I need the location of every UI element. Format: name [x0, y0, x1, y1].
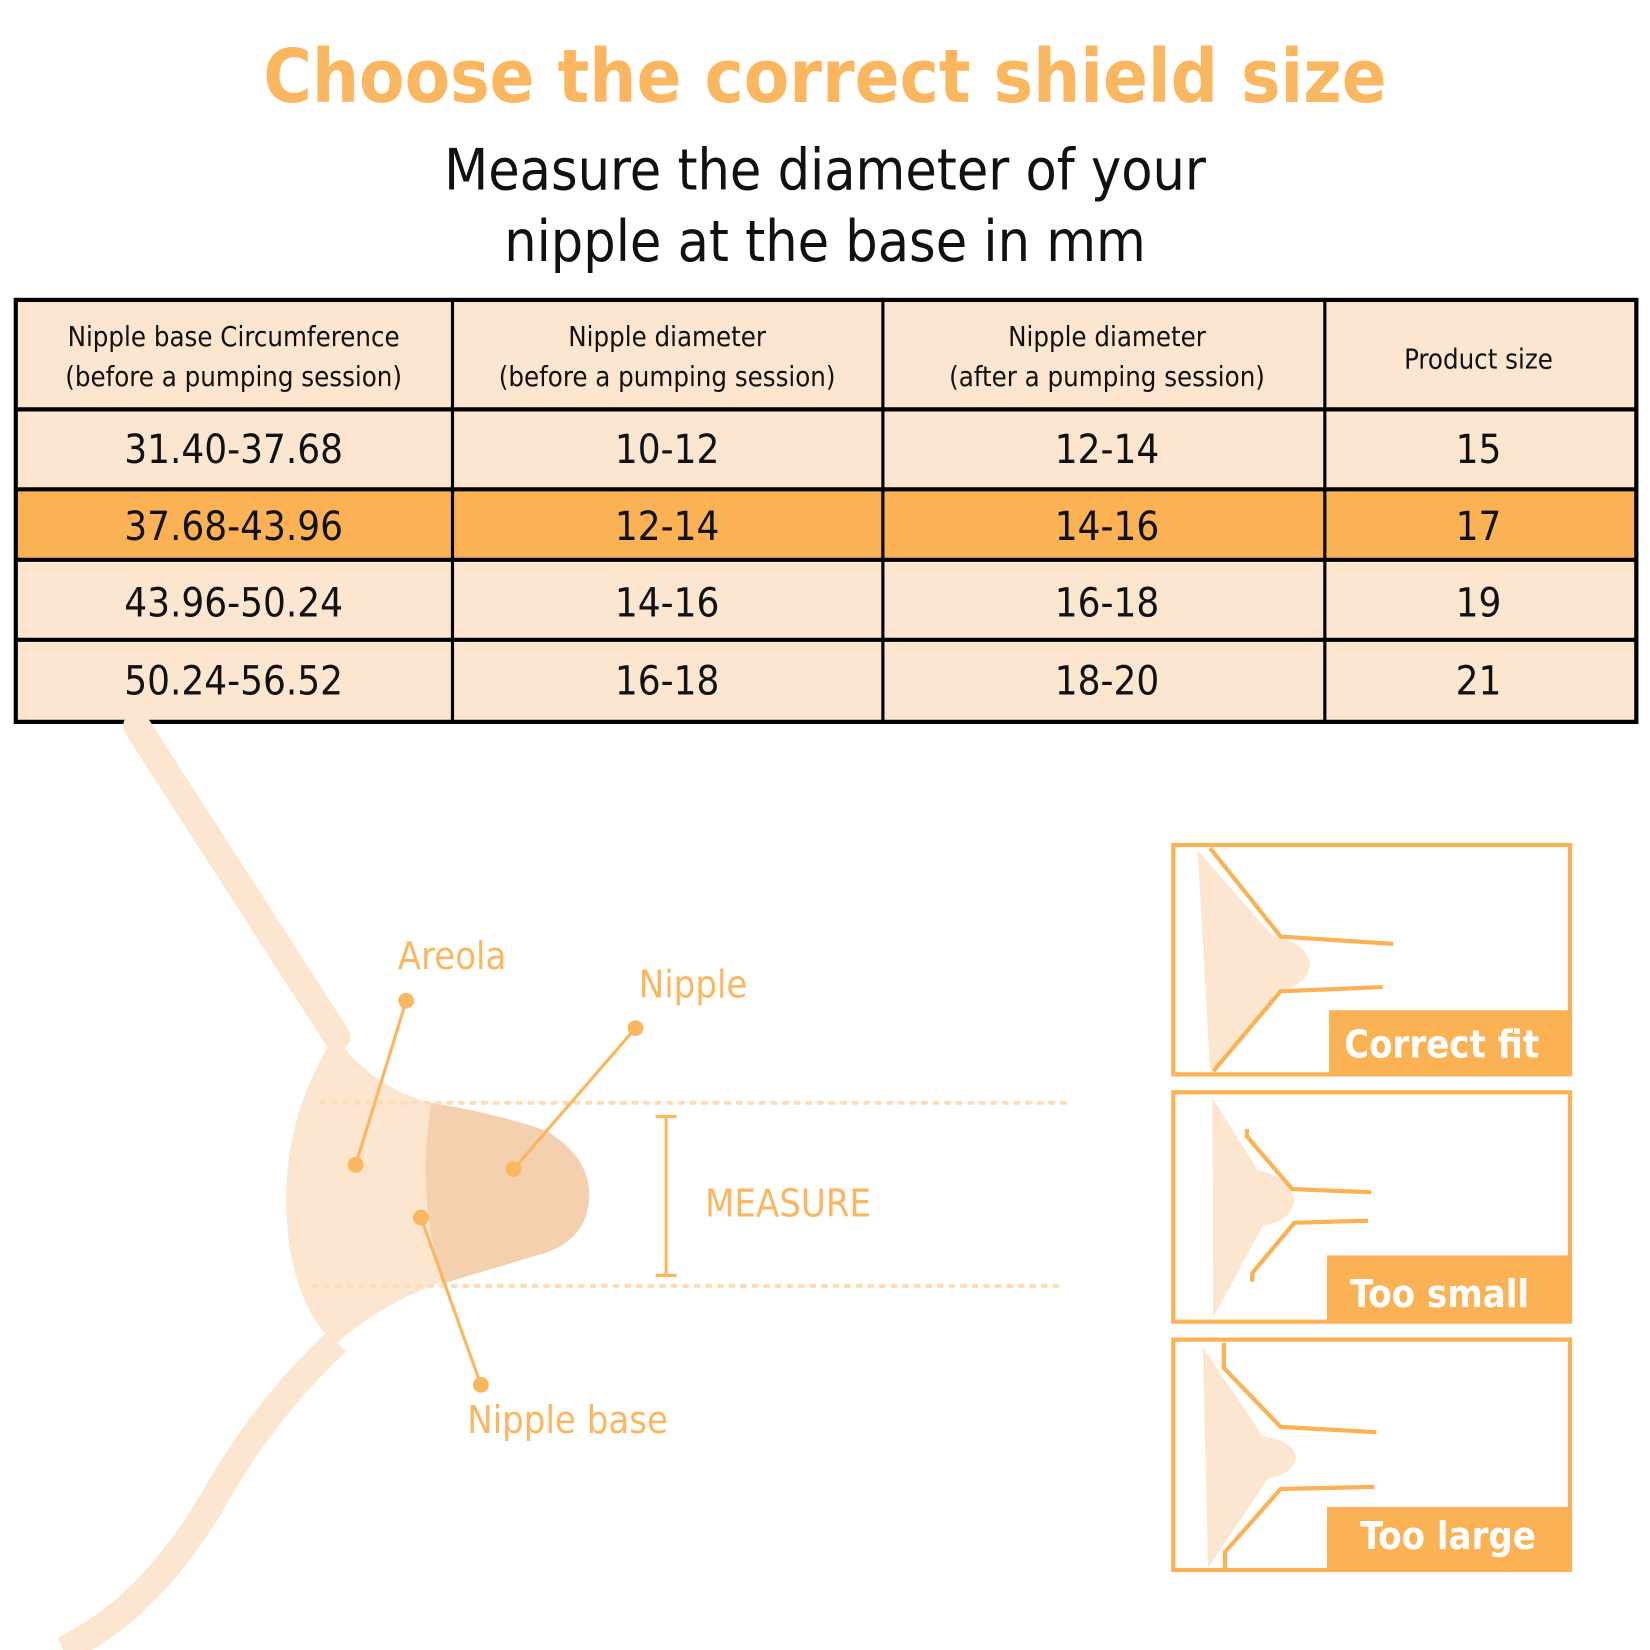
fit-too-large-panel: Too large: [1171, 1337, 1573, 1573]
table-cell: 10-12: [615, 427, 719, 473]
table-cell: 14-16: [1055, 504, 1159, 550]
table-cell: 12-14: [615, 504, 719, 550]
highlighted-row-background: [15, 489, 1637, 560]
header-cell: (before a pumping session): [499, 362, 836, 393]
table-cell: 31.40-37.68: [124, 427, 343, 473]
nipple-shape: [425, 1102, 590, 1284]
table-row: 50.24-56.52 16-18 18-20 21: [124, 659, 1501, 705]
nipple-diagram: MEASURE Areola Nipple Nipple base: [57, 712, 1068, 1650]
table-cell: 19: [1456, 581, 1502, 627]
measure-label: MEASURE: [705, 1181, 871, 1225]
areola-label: Areola: [398, 934, 507, 978]
breast-outline-upper: [123, 712, 351, 1051]
table-cell: 18-20: [1055, 659, 1159, 705]
table-cell: 16-18: [615, 659, 719, 705]
header-cell: Nipple diameter: [1008, 322, 1207, 353]
table-cell: 17: [1456, 504, 1502, 550]
header-cell: Product size: [1404, 344, 1553, 375]
areola-shape: [286, 1036, 442, 1345]
table-cell: 14-16: [615, 581, 719, 627]
subtitle-line-1: Measure the diameter of your: [444, 137, 1207, 203]
table-cell: 16-18: [1055, 581, 1159, 627]
table-cell: 21: [1456, 659, 1502, 705]
breast-outline-lower: [57, 1331, 347, 1650]
table-cell: 43.96-50.24: [124, 581, 343, 627]
fit-label: Too large: [1360, 1514, 1536, 1558]
fit-too-small-panel: Too small: [1171, 1090, 1573, 1324]
table-cell: 37.68-43.96: [124, 504, 343, 550]
table-cell: 12-14: [1055, 427, 1159, 473]
header-cell: Nipple diameter: [568, 322, 767, 353]
table-cell: 50.24-56.52: [124, 659, 343, 705]
table-row: 43.96-50.24 14-16 16-18 19: [124, 581, 1501, 627]
fit-label: Correct fit: [1344, 1023, 1539, 1067]
header-cell: (before a pumping session): [65, 362, 402, 393]
nipple-base-label: Nipple base: [467, 1398, 668, 1442]
measure-bracket: [655, 1114, 677, 1277]
header-cell: (after a pumping session): [949, 362, 1265, 393]
table-header: Nipple base Circumference (before a pump…: [65, 322, 1553, 393]
header-cell: Nipple base Circumference: [68, 322, 400, 353]
size-table: Nipple base Circumference (before a pump…: [13, 297, 1639, 724]
table-row-highlighted: 37.68-43.96 12-14 14-16 17: [124, 504, 1501, 550]
fit-label: Too small: [1350, 1272, 1529, 1316]
table-row: 31.40-37.68 10-12 12-14 15: [124, 427, 1501, 473]
table-cell: 15: [1456, 427, 1502, 473]
nipple-label: Nipple: [639, 963, 748, 1007]
page-title: Choose the correct shield size: [263, 35, 1387, 120]
subtitle-line-2: nipple at the base in mm: [504, 209, 1146, 275]
fit-correct-panel: Correct fit: [1171, 842, 1573, 1077]
